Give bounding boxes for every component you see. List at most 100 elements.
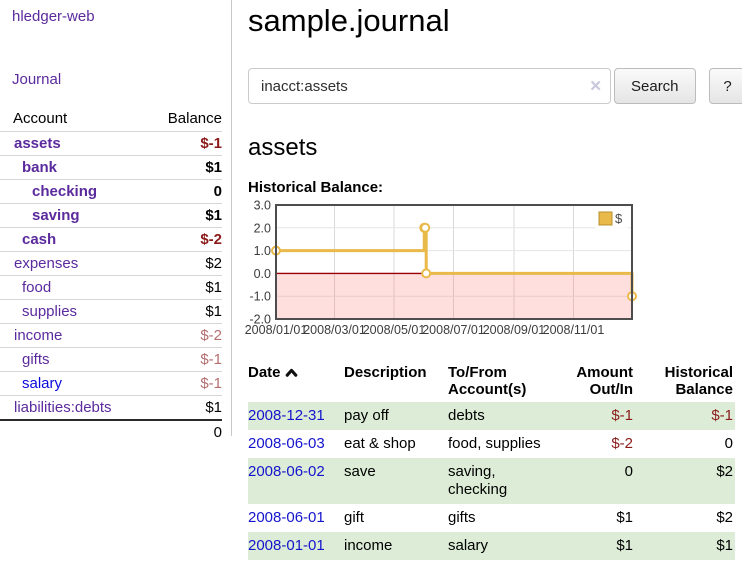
account-row: income $-2	[0, 323, 222, 348]
account-row: expenses $2	[0, 251, 222, 276]
cell-amount: $1	[616, 509, 633, 526]
account-row: cash $-2	[0, 227, 222, 252]
cell-description: save	[344, 463, 376, 480]
account-balance: 0	[213, 183, 222, 200]
account-link-liabilities-debts[interactable]: liabilities:debts	[14, 399, 112, 416]
svg-text:2008/09/01: 2008/09/01	[483, 323, 546, 337]
svg-text:2008/07/01: 2008/07/01	[422, 323, 485, 337]
account-row: supplies $1	[0, 299, 222, 324]
accounts-total-row: 0	[0, 420, 222, 444]
account-row: food $1	[0, 275, 222, 300]
cell-accounts: gifts	[448, 509, 476, 526]
legend-label: $	[615, 211, 623, 226]
account-link-supplies[interactable]: supplies	[22, 303, 78, 320]
account-link-saving[interactable]: saving	[32, 207, 80, 224]
cell-balance: $-1	[711, 407, 733, 424]
transaction-date-link[interactable]: 2008-06-01	[248, 509, 325, 526]
main-content: sample.journal ✕ Search ? assets Histori…	[232, 0, 742, 560]
cell-amount: 0	[624, 463, 633, 480]
transaction-date-link[interactable]: 2008-12-31	[248, 407, 325, 424]
cell-description: income	[344, 537, 393, 554]
account-balance: $1	[205, 207, 222, 224]
account-row: liabilities:debts $1	[0, 395, 222, 421]
search-form: ✕ Search ?	[248, 68, 742, 104]
account-balance: $1	[205, 399, 222, 416]
account-link-checking[interactable]: checking	[32, 183, 98, 200]
column-header-accounts: To/From Account(s)	[448, 364, 527, 398]
account-title: assets	[248, 134, 318, 161]
cell-amount: $-1	[611, 407, 633, 424]
help-button[interactable]: ?	[708, 68, 742, 104]
balance-chart[interactable]: $3.0 2.0 1.0 0.0 -1.0 -2.0 2008/01/01 2008/03/0…	[245, 199, 742, 340]
accounts-table: Account Balance assets $-1 bank $1 checking 0…	[0, 107, 222, 444]
page: hledger-web Journal Account Balance asse…	[0, 0, 742, 560]
account-link-gifts[interactable]: gifts	[22, 351, 50, 368]
transaction-row: 2008-06-03 eat & shop food, supplies $-2 0	[248, 430, 735, 458]
cell-balance: 0	[724, 435, 733, 452]
cell-accounts: food, supplies	[448, 435, 541, 452]
account-row: salary $-1	[0, 371, 222, 396]
svg-text:2008/05/01: 2008/05/01	[363, 323, 426, 337]
transaction-row: 2008-06-01 gift gifts $1 $2	[248, 504, 735, 532]
cell-accounts: debts	[448, 407, 485, 424]
transaction-date-link[interactable]: 2008-06-02	[248, 463, 325, 480]
account-balance: $-1	[200, 375, 222, 392]
svg-text:3.0: 3.0	[254, 199, 271, 213]
legend-swatch	[598, 211, 613, 226]
cell-date: 2008-12-31	[248, 402, 344, 430]
register-table: Date Description To/From Account(s) Amou…	[248, 362, 735, 560]
column-header-description: Description	[344, 364, 427, 381]
cell-date: 2008-06-03	[248, 430, 344, 458]
transaction-row: 2008-12-31 pay off debts $-1 $-1	[248, 402, 735, 430]
accounts-header-balance: Balance	[167, 110, 222, 127]
cell-amount: $1	[616, 537, 633, 554]
register-body: 2008-12-31 pay off debts $-1 $-1 2008-06-03 ea…	[248, 402, 735, 560]
svg-text:2008/03/01: 2008/03/01	[303, 323, 366, 337]
cell-date: 2008-06-01	[248, 504, 344, 532]
account-link-bank[interactable]: bank	[22, 159, 58, 176]
account-balance: $-2	[200, 231, 222, 248]
cell-balance: $2	[716, 463, 733, 480]
svg-text:-2.0: -2.0	[249, 313, 271, 327]
transaction-row: 2008-06-02 save saving, checking 0 $2	[248, 458, 735, 504]
account-link-assets[interactable]: assets	[14, 135, 61, 152]
transaction-date-link[interactable]: 2008-06-03	[248, 435, 325, 452]
sidebar: hledger-web Journal Account Balance asse…	[0, 0, 232, 441]
account-link-income[interactable]: income	[14, 327, 63, 344]
column-header-amount: Amount Out/In	[576, 364, 633, 398]
account-balance: $1	[205, 279, 222, 296]
accounts-header-account: Account	[13, 110, 68, 127]
account-balance: $-2	[200, 327, 222, 344]
account-link-cash[interactable]: cash	[22, 231, 57, 248]
svg-text:2008/11/01: 2008/11/01	[543, 323, 605, 337]
svg-text:2.0: 2.0	[254, 221, 271, 235]
clear-search-icon[interactable]: ✕	[589, 78, 602, 95]
transaction-row: 2008-01-01 income salary $1 $1	[248, 532, 735, 560]
brand-link[interactable]: hledger-web	[12, 8, 95, 25]
cell-date: 2008-01-01	[248, 532, 344, 560]
account-row: saving $1	[0, 203, 222, 228]
cell-amount: $-2	[611, 435, 633, 452]
cell-balance: $2	[716, 509, 733, 526]
transaction-date-link[interactable]: 2008-01-01	[248, 537, 325, 554]
sort-ascending-icon	[285, 365, 298, 382]
cell-date: 2008-06-02	[248, 458, 344, 504]
account-balance: $1	[205, 303, 222, 320]
page-title: sample.journal	[248, 3, 450, 38]
account-row: bank $1	[0, 155, 222, 180]
cell-description: pay off	[344, 407, 389, 424]
account-balance: $-1	[200, 351, 222, 368]
column-header-date[interactable]: Date	[248, 362, 344, 402]
account-link-food[interactable]: food	[22, 279, 52, 296]
search-input-wrap: ✕	[248, 68, 611, 104]
chart-label: Historical Balance:	[248, 179, 384, 196]
search-button[interactable]: Search	[614, 68, 696, 104]
sidebar-item-journal[interactable]: Journal	[12, 71, 62, 88]
search-input[interactable]	[248, 68, 611, 104]
svg-text:1.0: 1.0	[254, 244, 271, 258]
cell-description: eat & shop	[344, 435, 416, 452]
svg-text:2008/01/01: 2008/01/01	[245, 323, 308, 337]
svg-text:0.0: 0.0	[254, 267, 271, 281]
account-link-salary[interactable]: salary	[22, 375, 63, 392]
account-link-expenses[interactable]: expenses	[14, 255, 79, 272]
